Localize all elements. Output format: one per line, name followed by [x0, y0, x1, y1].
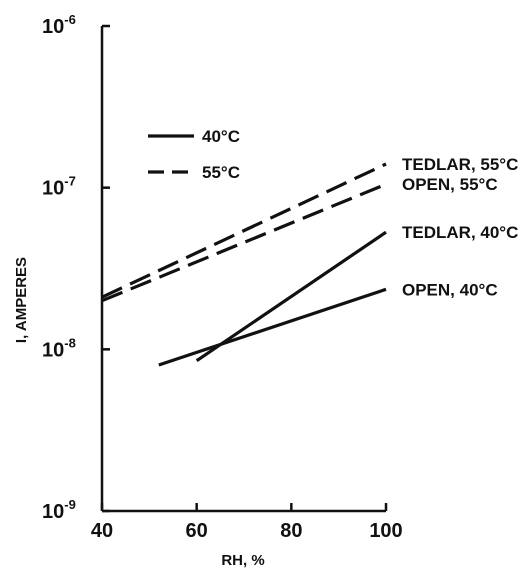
x-ticks: 40 60 80 100	[91, 503, 403, 542]
legend-label: 40°C	[202, 127, 240, 146]
series-line-open-55c	[101, 182, 387, 303]
legend: 40°C 55°C	[148, 127, 240, 182]
series-line-open-40c	[158, 287, 387, 367]
series-line-tedlar-40c	[195, 230, 387, 363]
y-ticks: 10-9 10-8 10-7 10-6	[42, 12, 110, 523]
axes	[100, 26, 386, 513]
x-tick-label: 60	[186, 520, 208, 542]
series-label-open-40c: OPEN, 40°C	[402, 280, 498, 299]
y-tick-label: 10-6	[42, 12, 76, 38]
series-label-tedlar-55c: TEDLAR, 55°C	[402, 155, 518, 174]
y-axis-title: I, AMPERES	[13, 257, 30, 343]
series-line-tedlar-55c	[101, 162, 387, 299]
x-tick-label: 40	[91, 520, 113, 542]
x-axis-title: RH, %	[221, 552, 264, 569]
x-tick-label: 80	[280, 520, 302, 542]
series-label-open-55c: OPEN, 55°C	[402, 175, 498, 194]
series-lines	[101, 162, 387, 367]
series-label-tedlar-40c: TEDLAR, 40°C	[402, 223, 518, 242]
y-tick-label: 10-8	[42, 335, 76, 361]
x-tick-label: 100	[369, 520, 402, 542]
y-tick-label: 10-9	[42, 497, 76, 523]
legend-label: 55°C	[202, 163, 240, 182]
y-tick-label: 10-7	[42, 174, 76, 200]
